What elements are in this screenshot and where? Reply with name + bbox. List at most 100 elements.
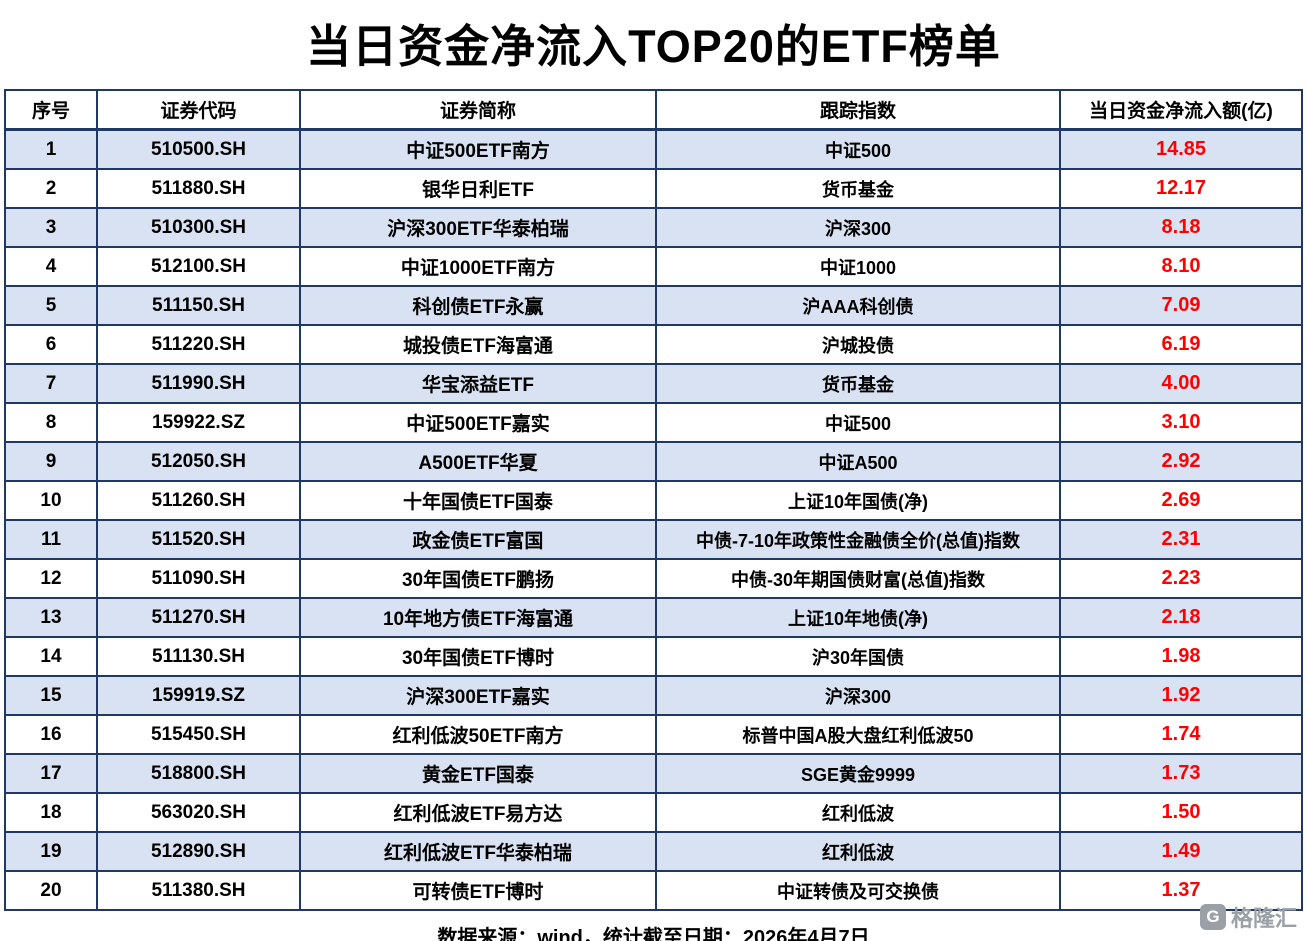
cell-name: 沪深300ETF嘉实 [299, 675, 657, 716]
cell-inflow: 3.10 [1059, 402, 1303, 443]
cell-name: 黄金ETF国泰 [299, 753, 657, 794]
cell-index: 中证500 [655, 128, 1061, 170]
cell-index: 沪深300 [655, 675, 1061, 716]
cell-index: 沪30年国债 [655, 636, 1061, 677]
cell-inflow: 1.50 [1059, 792, 1303, 833]
table-row: 7 511990.SH 华宝添益ETF 货币基金 4.00 [4, 363, 1303, 404]
column-header: 证券简称 [299, 89, 657, 131]
cell-inflow: 1.98 [1059, 636, 1303, 677]
cell-inflow: 1.74 [1059, 714, 1303, 755]
cell-inflow: 8.18 [1059, 207, 1303, 248]
cell-inflow: 1.92 [1059, 675, 1303, 716]
cell-inflow: 7.09 [1059, 285, 1303, 326]
cell-no: 12 [4, 558, 98, 599]
table-row: 16 515450.SH 红利低波50ETF南方 标普中国A股大盘红利低波50 1.74 [4, 714, 1303, 755]
table-row: 4 512100.SH 中证1000ETF南方 中证1000 8.10 [4, 246, 1303, 287]
table-row: 3 510300.SH 沪深300ETF华泰柏瑞 沪深300 8.18 [4, 207, 1303, 248]
cell-code: 511260.SH [96, 480, 301, 521]
cell-code: 515450.SH [96, 714, 301, 755]
header-row: 序号 证券代码 证券简称 跟踪指数 当日资金净流入额(亿) [4, 89, 1303, 131]
cell-no: 5 [4, 285, 98, 326]
cell-code: 511270.SH [96, 597, 301, 638]
column-header: 当日资金净流入额(亿) [1059, 89, 1303, 131]
cell-name: 红利低波ETF华泰柏瑞 [299, 831, 657, 872]
cell-inflow: 2.69 [1059, 480, 1303, 521]
cell-index: 沪城投债 [655, 324, 1061, 365]
cell-inflow: 1.73 [1059, 753, 1303, 794]
cell-index: 货币基金 [655, 363, 1061, 404]
cell-code: 511990.SH [96, 363, 301, 404]
table-row: 13 511270.SH 10年地方债ETF海富通 上证10年地债(净) 2.18 [4, 597, 1303, 638]
cell-name: 银华日利ETF [299, 168, 657, 209]
table-row: 14 511130.SH 30年国债ETF博时 沪30年国债 1.98 [4, 636, 1303, 677]
table-row: 10 511260.SH 十年国债ETF国泰 上证10年国债(净) 2.69 [4, 480, 1303, 521]
cell-code: 518800.SH [96, 753, 301, 794]
table-row: 9 512050.SH A500ETF华夏 中证A500 2.92 [4, 441, 1303, 482]
cell-code: 510300.SH [96, 207, 301, 248]
cell-name: 中证1000ETF南方 [299, 246, 657, 287]
cell-index: 中证500 [655, 402, 1061, 443]
table-row: 20 511380.SH 可转债ETF博时 中证转债及可交换债 1.37 [4, 870, 1303, 911]
cell-inflow: 14.85 [1059, 128, 1303, 170]
cell-no: 15 [4, 675, 98, 716]
cell-name: 城投债ETF海富通 [299, 324, 657, 365]
cell-index: 中证1000 [655, 246, 1061, 287]
cell-code: 511220.SH [96, 324, 301, 365]
cell-index: 红利低波 [655, 792, 1061, 833]
cell-name: 30年国债ETF博时 [299, 636, 657, 677]
cell-no: 3 [4, 207, 98, 248]
table-row: 6 511220.SH 城投债ETF海富通 沪城投债 6.19 [4, 324, 1303, 365]
column-header: 序号 [4, 89, 98, 131]
cell-code: 511150.SH [96, 285, 301, 326]
cell-no: 20 [4, 870, 98, 911]
cell-no: 1 [4, 128, 98, 170]
column-header: 证券代码 [96, 89, 301, 131]
gelonghui-logo: G 格隆汇 [1199, 901, 1297, 933]
cell-index: 货币基金 [655, 168, 1061, 209]
cell-inflow: 2.31 [1059, 519, 1303, 560]
gelonghui-logo-icon: G [1199, 904, 1226, 930]
cell-name: 科创债ETF永赢 [299, 285, 657, 326]
cell-no: 13 [4, 597, 98, 638]
table-row: 17 518800.SH 黄金ETF国泰 SGE黄金9999 1.73 [4, 753, 1303, 794]
table-row: 8 159922.SZ 中证500ETF嘉实 中证500 3.10 [4, 402, 1303, 443]
table-row: 2 511880.SH 银华日利ETF 货币基金 12.17 [4, 168, 1303, 209]
cell-code: 512050.SH [96, 441, 301, 482]
cell-code: 159922.SZ [96, 402, 301, 443]
cell-no: 9 [4, 441, 98, 482]
cell-no: 10 [4, 480, 98, 521]
cell-inflow: 2.23 [1059, 558, 1303, 599]
cell-name: 10年地方债ETF海富通 [299, 597, 657, 638]
gelonghui-logo-text: 格隆汇 [1230, 906, 1297, 931]
cell-no: 11 [4, 519, 98, 560]
cell-inflow: 8.10 [1059, 246, 1303, 287]
table-row: 1 510500.SH 中证500ETF南方 中证500 14.85 [4, 128, 1303, 170]
cell-inflow: 4.00 [1059, 363, 1303, 404]
cell-index: 中证转债及可交换债 [655, 870, 1061, 911]
cell-code: 511520.SH [96, 519, 301, 560]
cell-index: 沪AAA科创债 [655, 285, 1061, 326]
cell-name: 十年国债ETF国泰 [299, 480, 657, 521]
cell-name: 沪深300ETF华泰柏瑞 [299, 207, 657, 248]
etf-ranking-table: 序号 证券代码 证券简称 跟踪指数 当日资金净流入额(亿) 1 510500.SH 中证50… [4, 89, 1303, 911]
cell-code: 159919.SZ [96, 675, 301, 716]
table-row: 12 511090.SH 30年国债ETF鹏扬 中债-30年期国债财富(总值)指数 2.… [4, 558, 1303, 599]
cell-no: 17 [4, 753, 98, 794]
cell-name: 红利低波ETF易方达 [299, 792, 657, 833]
cell-index: SGE黄金9999 [655, 753, 1061, 794]
cell-inflow: 12.17 [1059, 168, 1303, 209]
table-row: 15 159919.SZ 沪深300ETF嘉实 沪深300 1.92 [4, 675, 1303, 716]
cell-no: 8 [4, 402, 98, 443]
cell-name: 中证500ETF嘉实 [299, 402, 657, 443]
cell-index: 上证10年国债(净) [655, 480, 1061, 521]
cell-inflow: 6.19 [1059, 324, 1303, 365]
cell-no: 6 [4, 324, 98, 365]
cell-code: 512100.SH [96, 246, 301, 287]
cell-name: 30年国债ETF鹏扬 [299, 558, 657, 599]
cell-index: 红利低波 [655, 831, 1061, 872]
cell-no: 19 [4, 831, 98, 872]
table-row: 5 511150.SH 科创债ETF永赢 沪AAA科创债 7.09 [4, 285, 1303, 326]
cell-index: 沪深300 [655, 207, 1061, 248]
cell-code: 512890.SH [96, 831, 301, 872]
cell-no: 14 [4, 636, 98, 677]
